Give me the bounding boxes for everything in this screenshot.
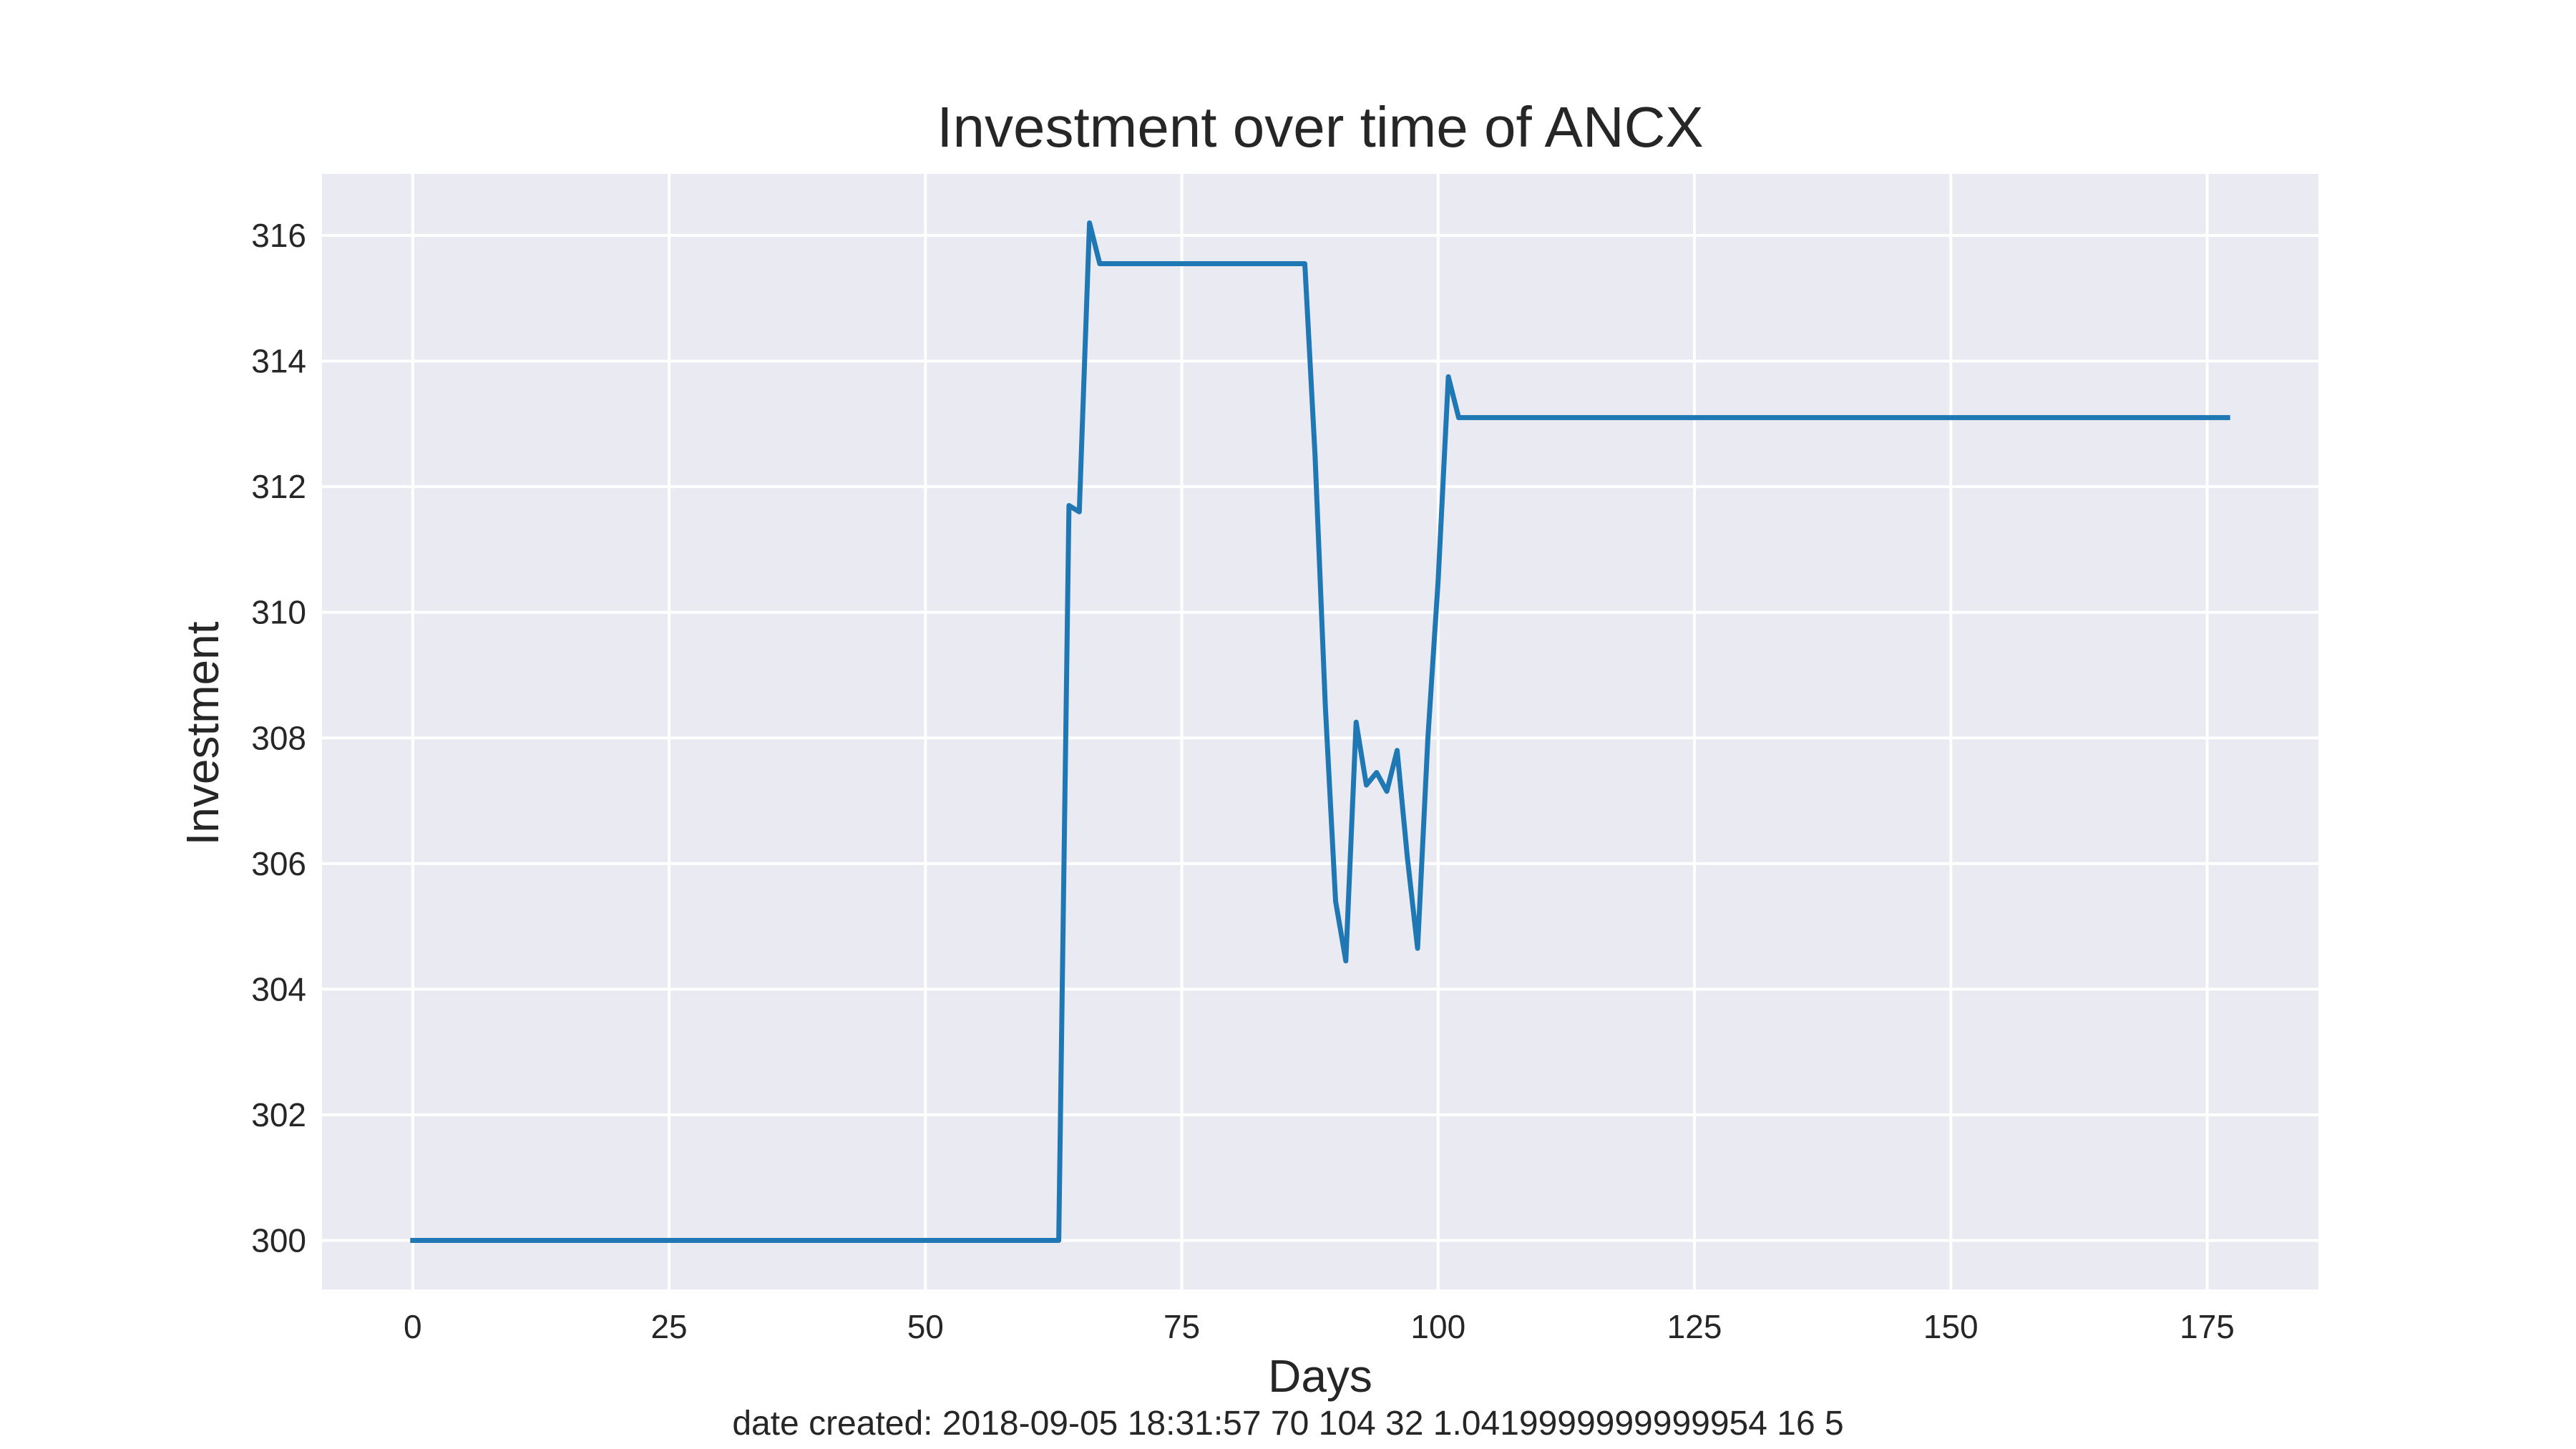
y-tick-label: 300: [251, 1222, 306, 1259]
x-tick-labels: 0 25 50 75 100 125 150 175: [404, 1308, 2235, 1345]
y-tick-label: 310: [251, 594, 306, 631]
x-tick-label: 100: [1410, 1308, 1465, 1345]
y-tick-label: 302: [251, 1096, 306, 1133]
x-tick-label: 25: [650, 1308, 687, 1345]
x-tick-label: 50: [907, 1308, 944, 1345]
y-tick-label: 312: [251, 468, 306, 505]
investment-line: [410, 220, 2230, 1243]
plot-background: [322, 174, 2318, 1289]
y-tick-label: 306: [251, 845, 306, 882]
chart-title: Investment over time of ANCX: [937, 95, 1704, 159]
y-tick-label: 304: [251, 970, 306, 1008]
x-tick-label: 150: [1923, 1308, 1979, 1345]
x-tick-label: 125: [1667, 1308, 1722, 1345]
y-tick-labels: 300 302 304 306 308 310 312 314 316: [251, 217, 306, 1259]
x-axis-label: Days: [1268, 1350, 1372, 1402]
date-created-footer: date created: 2018-09-05 18:31:57 70 104…: [732, 1405, 1843, 1443]
y-tick-label: 316: [251, 217, 306, 254]
y-axis-label: Investment: [177, 621, 228, 845]
x-tick-label: 75: [1163, 1308, 1200, 1345]
x-tick-label: 175: [2180, 1308, 2235, 1345]
y-tick-label: 314: [251, 343, 306, 380]
x-tick-label: 0: [404, 1308, 422, 1345]
y-tick-label: 308: [251, 719, 306, 756]
